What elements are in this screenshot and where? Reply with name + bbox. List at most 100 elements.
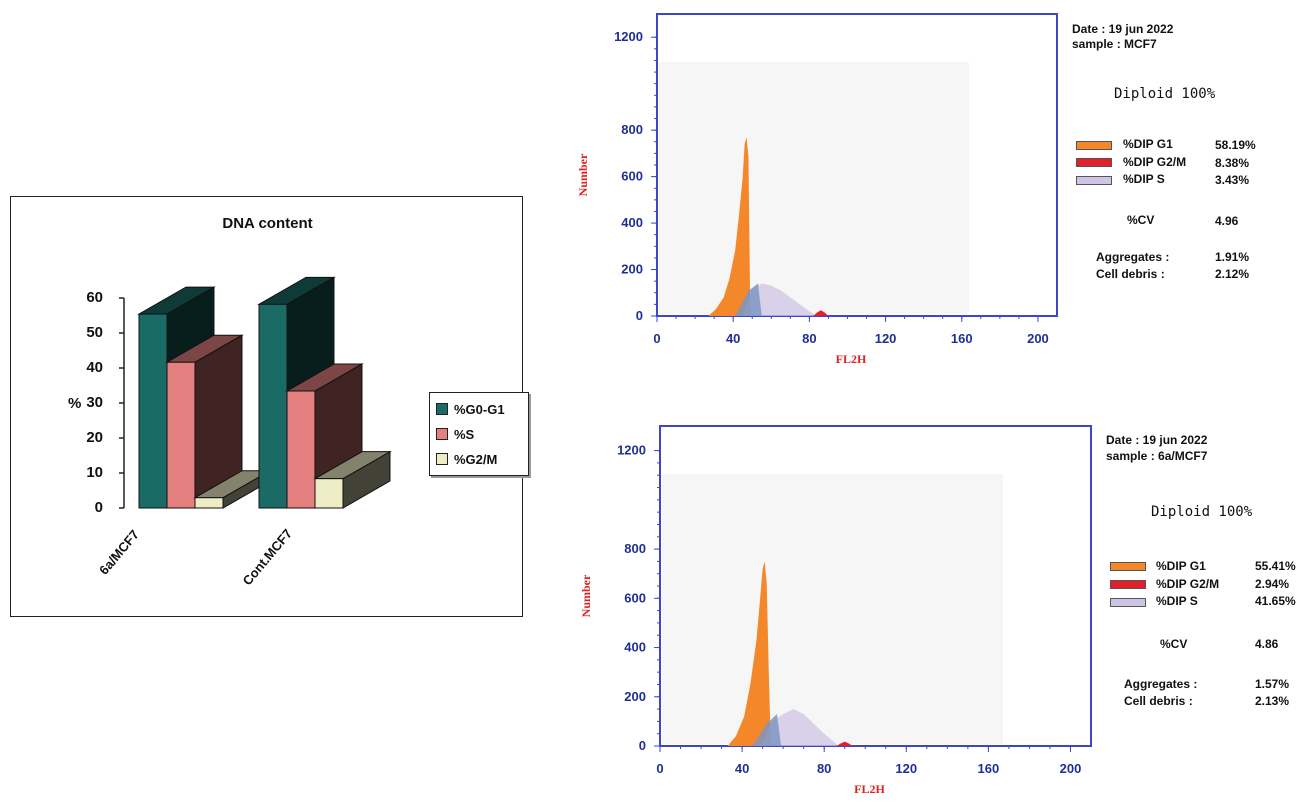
plot-background xyxy=(662,474,1003,744)
bar-front xyxy=(286,390,316,509)
g1-label: %DIP G1 xyxy=(1123,137,1173,151)
s-phase-area xyxy=(760,709,839,746)
x-axis-title: FL2H xyxy=(854,782,885,796)
debris-value: 2.13% xyxy=(1255,694,1290,708)
g2m-value: 8.38% xyxy=(1215,156,1250,170)
chart-title: DNA content xyxy=(222,215,313,232)
bar-front xyxy=(194,497,224,509)
overlap-area xyxy=(752,714,782,746)
g1-swatch xyxy=(1076,141,1112,150)
s-swatch xyxy=(1110,598,1146,607)
cv-value: 4.96 xyxy=(1215,214,1239,228)
y-tick-label: 40 xyxy=(86,359,103,376)
g1-swatch xyxy=(1110,562,1146,571)
y-tick-label: 0 xyxy=(639,738,646,753)
cv-label: %CV xyxy=(1160,637,1188,651)
aggregates-value: 1.91% xyxy=(1215,250,1250,264)
s-value: 41.65% xyxy=(1255,594,1296,608)
g1-peak-area xyxy=(708,137,751,316)
legend-swatch xyxy=(436,403,448,415)
dna-bars-svg xyxy=(119,276,392,509)
overlap-area xyxy=(735,283,762,316)
y-tick-label: 400 xyxy=(621,215,643,230)
y-axis-title: Number xyxy=(576,153,590,196)
y-tick-label: 1200 xyxy=(614,29,643,44)
sample-text: sample : 6a/MCF7 xyxy=(1106,449,1208,463)
x-tick-label: 160 xyxy=(978,761,1000,776)
diploid-text: Diploid 100% xyxy=(1151,504,1253,520)
chart-legend: %G0-G1 %S %G2/M xyxy=(429,392,529,476)
g2m-label: %DIP G2/M xyxy=(1123,155,1187,169)
s-swatch xyxy=(1076,176,1112,185)
g2m-label: %DIP G2/M xyxy=(1156,577,1220,591)
aggregates-label: Aggregates : xyxy=(1096,250,1170,264)
bar-front xyxy=(258,303,288,509)
y-tick-label: 200 xyxy=(621,262,643,277)
g2m-value: 2.94% xyxy=(1255,577,1290,591)
g1-peak-area xyxy=(727,561,771,746)
y-tick-label: 60 xyxy=(86,289,103,306)
y-tick-label: 10 xyxy=(86,464,103,481)
debris-label: Cell debris : xyxy=(1096,267,1165,281)
g1-value: 58.19% xyxy=(1215,138,1256,152)
legend-swatch xyxy=(436,428,448,440)
debris-value: 2.12% xyxy=(1215,267,1250,281)
bar-front xyxy=(166,361,196,509)
x-tick-label: 160 xyxy=(951,331,973,346)
y-tick-label: 800 xyxy=(621,122,643,137)
s-label: %DIP S xyxy=(1123,172,1165,186)
s-phase-area xyxy=(742,283,817,316)
legend-label: %G2/M xyxy=(454,451,498,467)
dna-content-chart: DNA content 0 10 20 30 40 50 60 % 6a/MCF7 Cont… xyxy=(10,196,529,617)
legend-item-s: %S xyxy=(436,426,474,442)
bar-front xyxy=(138,313,168,509)
x-axis-title: FL2H xyxy=(836,352,867,366)
legend-label: %S xyxy=(454,426,475,442)
y-tick-label: 400 xyxy=(624,640,646,655)
x-tick-label: 40 xyxy=(735,761,749,776)
legend-swatch xyxy=(436,453,448,465)
plot-background xyxy=(659,62,969,314)
g1-label: %DIP G1 xyxy=(1156,559,1206,573)
date-text: Date : 19 jun 2022 xyxy=(1072,22,1174,36)
s-value: 3.43% xyxy=(1215,173,1250,187)
y-tick-label: 0 xyxy=(94,499,103,516)
x-tick-label: 120 xyxy=(895,761,917,776)
y-tick-label: 20 xyxy=(86,429,103,446)
y-tick-label: 600 xyxy=(624,590,646,605)
g2m-peak-area xyxy=(813,310,829,316)
x-tick-label: 200 xyxy=(1027,331,1049,346)
bar-front xyxy=(314,478,344,509)
y-tick-label: 0 xyxy=(636,308,643,323)
aggregates-label: Aggregates : xyxy=(1124,677,1198,691)
s-label: %DIP S xyxy=(1156,594,1198,608)
g2m-swatch xyxy=(1110,580,1146,589)
cv-label: %CV xyxy=(1127,213,1155,227)
aggregates-value: 1.57% xyxy=(1255,677,1290,691)
y-tick-label: 50 xyxy=(86,324,103,341)
plot-frame xyxy=(659,425,1092,747)
date-text: Date : 19 jun 2022 xyxy=(1106,433,1208,447)
y-tick-label: 800 xyxy=(624,541,646,556)
x-tick-label: 80 xyxy=(817,761,831,776)
y-tick-label: 30 xyxy=(86,394,103,411)
g2m-peak-area xyxy=(836,741,853,746)
x-tick-label: 40 xyxy=(726,331,740,346)
y-axis-title: Number xyxy=(579,574,593,617)
x-tick-label: 0 xyxy=(656,761,663,776)
legend-item-g2m: %G2/M xyxy=(436,451,497,467)
legend-item-g0g1: %G0-G1 xyxy=(436,401,505,417)
g2m-swatch xyxy=(1076,158,1112,167)
g1-value: 55.41% xyxy=(1255,559,1296,573)
x-tick-label: 0 xyxy=(653,331,660,346)
cv-value: 4.86 xyxy=(1255,637,1279,651)
plot-frame xyxy=(656,13,1058,317)
y-axis-label: % xyxy=(68,395,82,412)
x-tick-label: 200 xyxy=(1060,761,1082,776)
sample-text: sample : MCF7 xyxy=(1072,37,1157,51)
y-tick-label: 600 xyxy=(621,169,643,184)
y-tick-label: 200 xyxy=(624,689,646,704)
legend-label: %G0-G1 xyxy=(454,401,505,417)
x-tick-label: 120 xyxy=(875,331,897,346)
diploid-text: Diploid 100% xyxy=(1114,86,1216,102)
